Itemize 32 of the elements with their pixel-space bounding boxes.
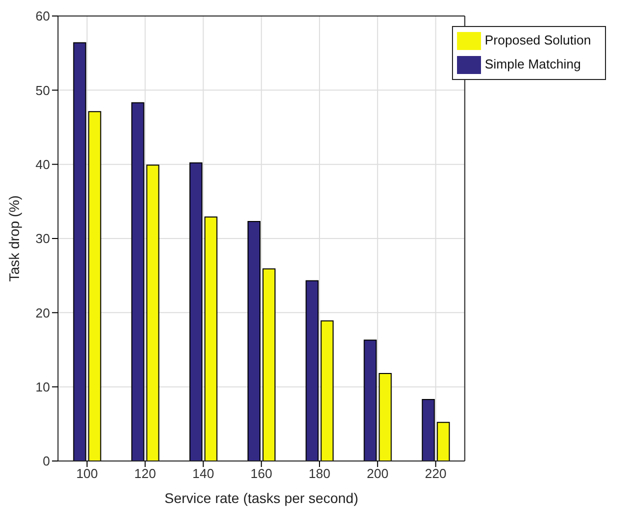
y-axis-title: Task drop (%) [6, 195, 22, 282]
y-tick-label: 0 [42, 454, 50, 469]
bar [320, 320, 334, 461]
bar [189, 162, 202, 461]
y-tick-label: 50 [36, 82, 50, 98]
x-tick-label: 160 [250, 466, 272, 482]
bar [378, 372, 392, 461]
y-tick-label: 40 [36, 156, 50, 172]
y-tick-label: 20 [36, 305, 50, 320]
x-tick-label: 220 [424, 466, 447, 482]
bar [436, 422, 450, 461]
legend-label: Proposed Solution [484, 32, 591, 48]
bar [204, 216, 218, 461]
bar [88, 111, 102, 461]
legend-label: Simple Matching [484, 56, 581, 72]
bar [262, 268, 276, 461]
y-tick-label: 30 [36, 231, 50, 246]
bar [422, 398, 435, 461]
bar [73, 42, 86, 461]
bar [364, 340, 377, 461]
y-tick-label: 60 [36, 8, 50, 24]
bar [248, 220, 261, 461]
bar [146, 164, 160, 461]
x-axis-title: Service rate (tasks per second) [164, 490, 358, 506]
bar [131, 102, 144, 461]
x-tick-label: 120 [134, 466, 156, 482]
x-tick-label: 180 [308, 466, 330, 482]
x-tick-label: 100 [76, 466, 98, 482]
y-tick-label: 10 [36, 379, 50, 394]
bar [306, 280, 319, 461]
x-tick-label: 140 [192, 466, 214, 482]
x-tick-label: 200 [366, 466, 388, 482]
